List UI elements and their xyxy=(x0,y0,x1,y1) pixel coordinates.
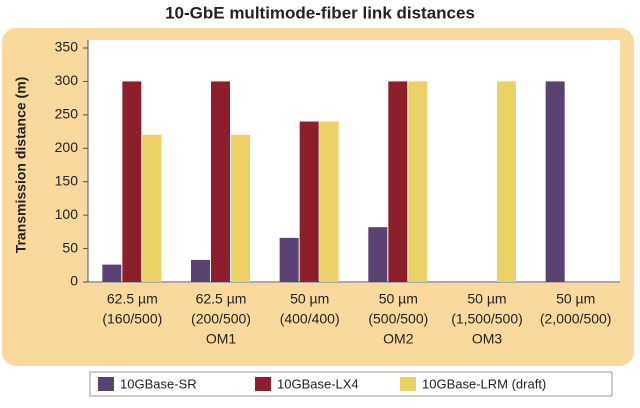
bar xyxy=(408,81,428,282)
y-tick-label: 50 xyxy=(62,239,78,255)
bar xyxy=(142,134,162,282)
x-tick-label: 62.5 µm xyxy=(196,291,247,307)
x-tick-label: 50 µm xyxy=(556,291,595,307)
bar xyxy=(211,81,230,282)
x-tick-label: OM3 xyxy=(472,331,503,347)
x-tick-label: (1,500/500) xyxy=(451,311,523,327)
legend-box xyxy=(89,371,613,397)
legend-swatch xyxy=(400,377,416,391)
y-tick-label: 300 xyxy=(55,72,79,88)
x-tick-label: 50 µm xyxy=(379,291,418,307)
y-tick-label: 0 xyxy=(70,273,78,289)
x-tick-label: OM1 xyxy=(206,331,237,347)
y-tick-label: 350 xyxy=(55,39,79,55)
bar xyxy=(545,81,565,282)
plot-area xyxy=(88,40,620,283)
y-axis-title: Transmission distance (m) xyxy=(13,77,29,254)
legend-label: 10GBase-LRM (draft) xyxy=(422,376,546,391)
bar xyxy=(368,227,388,282)
bar xyxy=(319,121,339,283)
y-tick-label: 250 xyxy=(55,106,79,122)
x-tick-label: (200/500) xyxy=(191,311,251,327)
x-tick-label: (400/400) xyxy=(280,311,340,327)
bar xyxy=(388,81,408,282)
x-tick-label: (500/500) xyxy=(368,311,428,327)
bar xyxy=(299,121,319,283)
chart-title: 10-GbE multimode-fiber link distances xyxy=(165,3,475,22)
legend-label: 10GBase-SR xyxy=(120,376,197,391)
bar xyxy=(497,81,516,282)
y-tick-label: 150 xyxy=(55,172,79,188)
bar xyxy=(122,81,142,282)
x-tick-label: 62.5 µm xyxy=(107,291,158,307)
legend-label: 10GBase-LX4 xyxy=(277,376,359,391)
bar xyxy=(102,264,122,282)
y-tick-label: 100 xyxy=(55,206,79,222)
bar xyxy=(191,259,210,282)
x-tick-label: 50 µm xyxy=(467,291,506,307)
legend-swatch xyxy=(98,377,114,391)
legend-swatch xyxy=(255,377,271,391)
x-tick-label: (2,000/500) xyxy=(540,311,612,327)
bar xyxy=(279,237,299,282)
x-tick-label: (160/500) xyxy=(102,311,162,327)
y-tick-label: 200 xyxy=(55,139,79,155)
bar xyxy=(231,134,250,282)
x-tick-label: 50 µm xyxy=(290,291,329,307)
x-tick-label: OM2 xyxy=(383,331,414,347)
